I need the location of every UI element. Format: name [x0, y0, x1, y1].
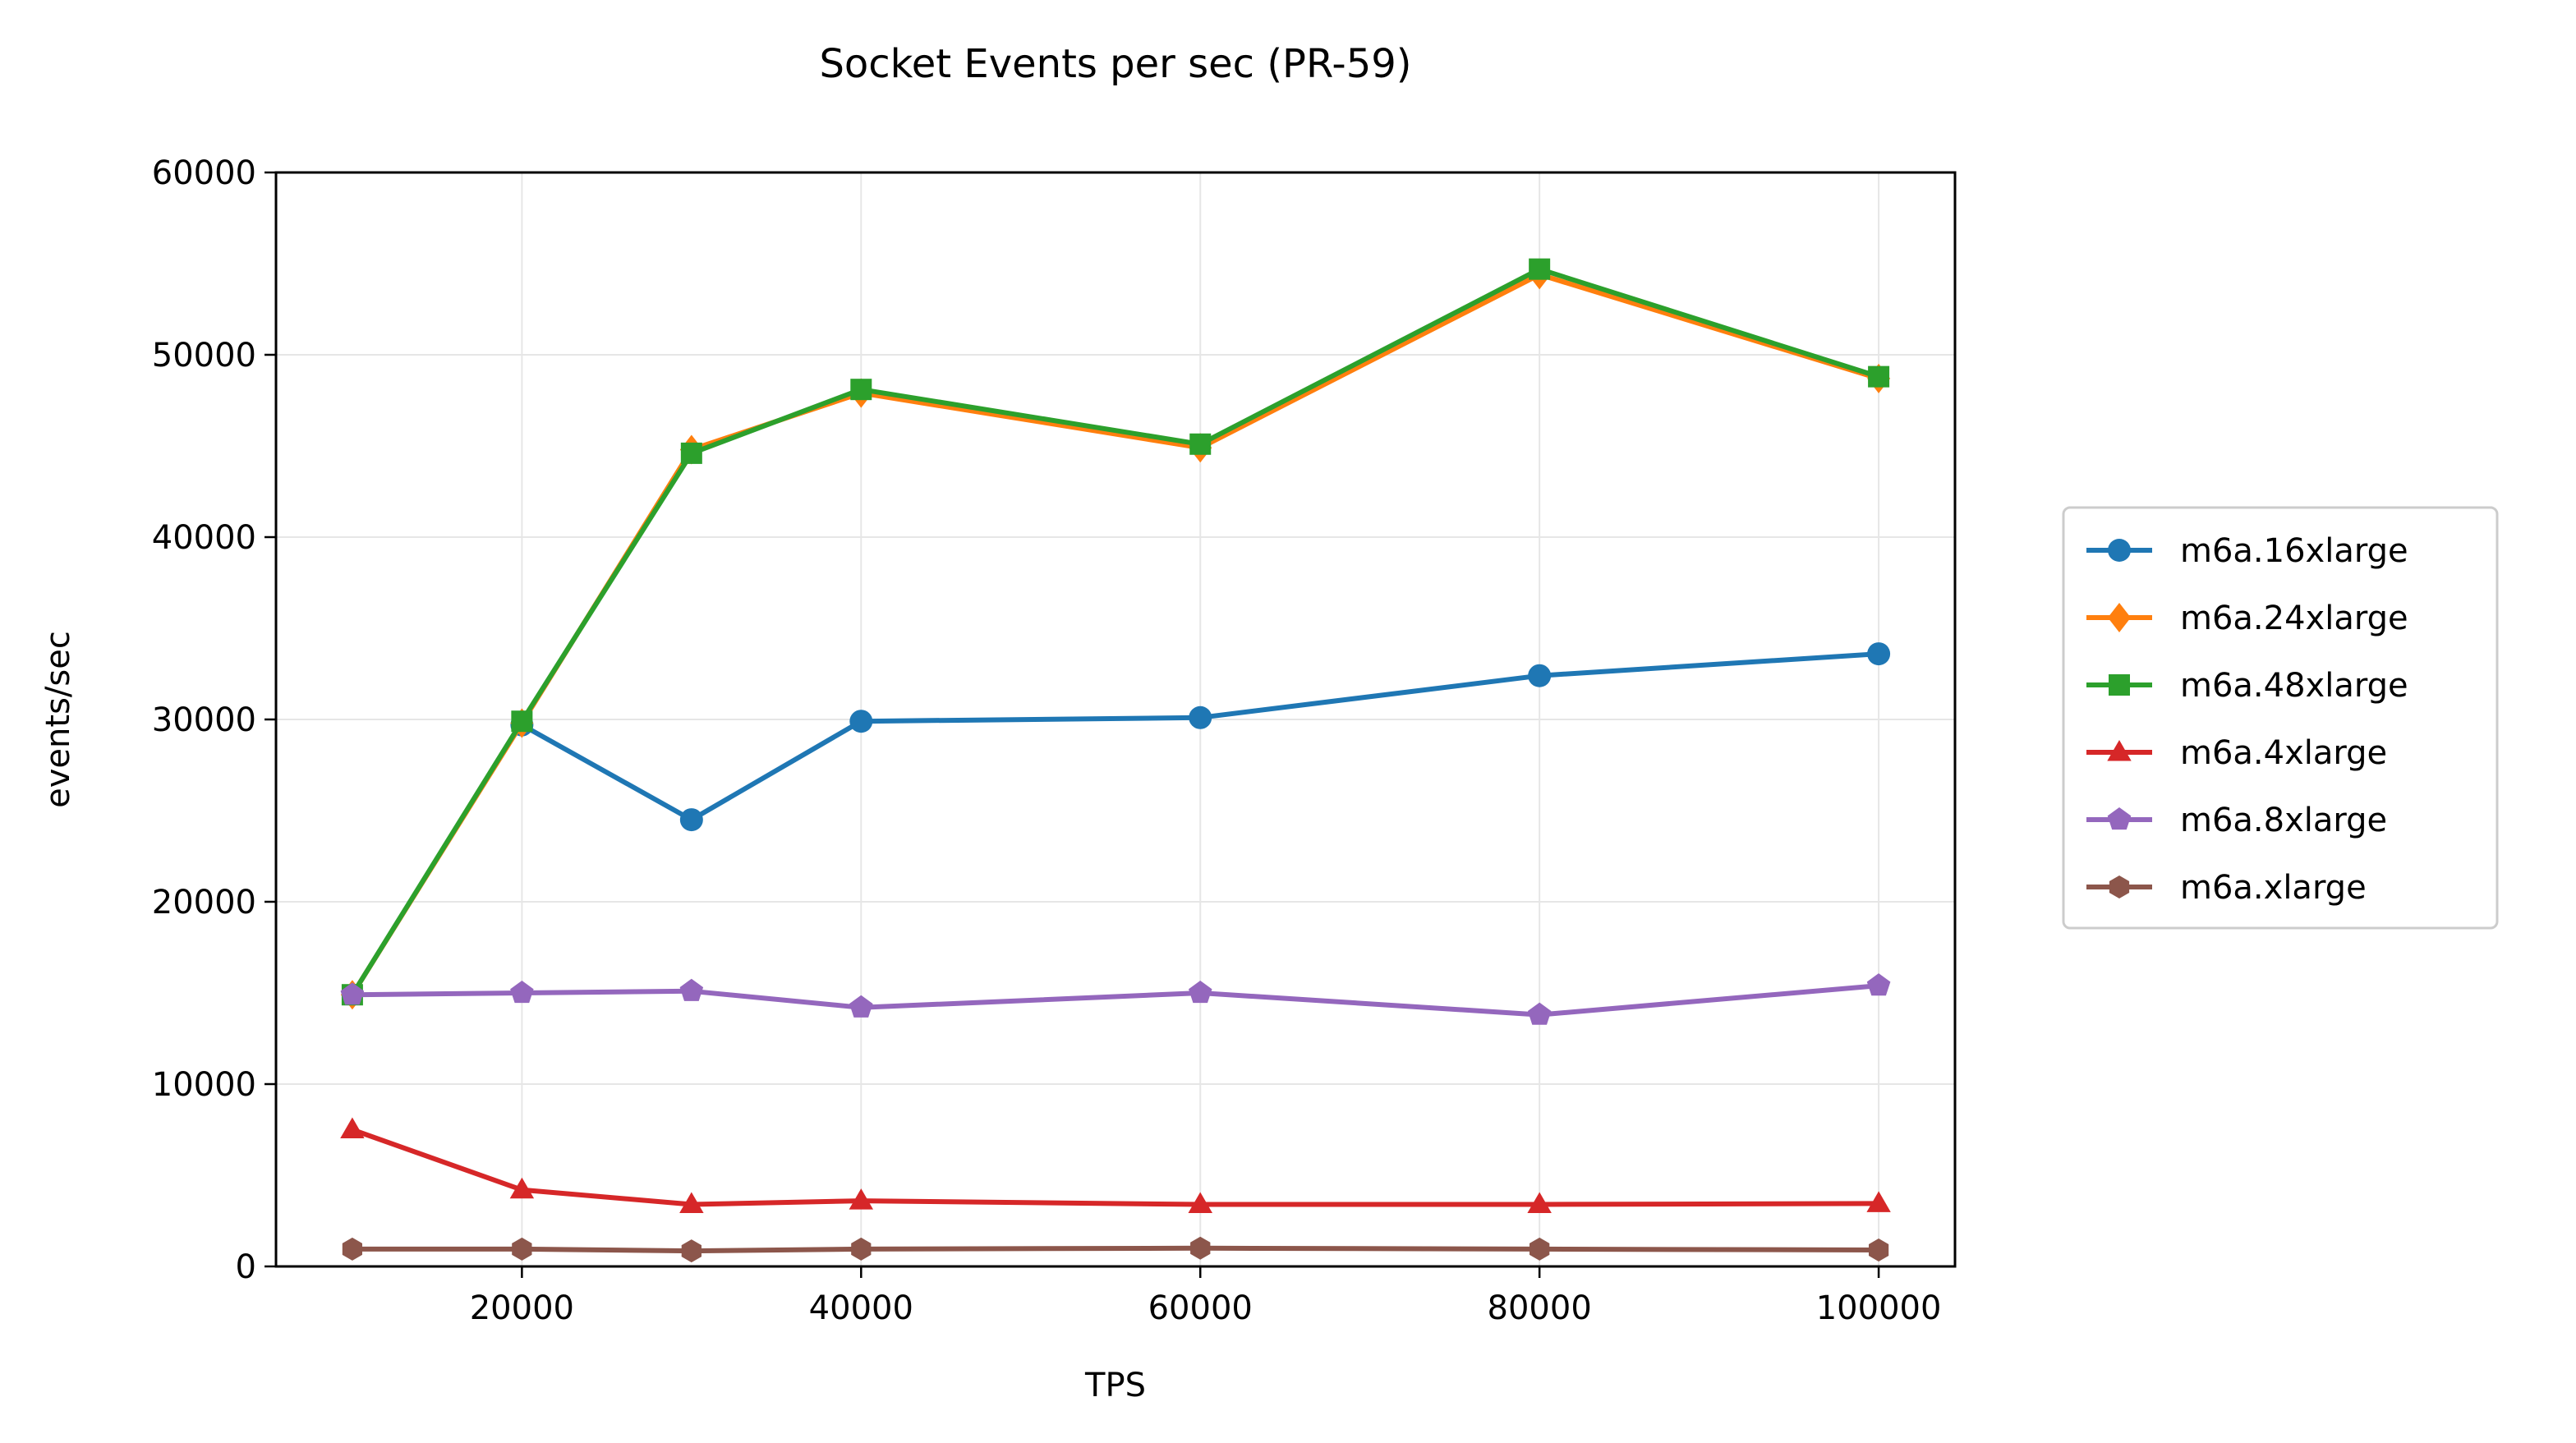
data-point	[1189, 705, 1212, 729]
x-axis: 20000 40000 60000 80000 100000	[470, 1266, 1942, 1327]
legend-label: m6a.8xlarge	[2180, 802, 2387, 839]
data-point	[851, 1237, 872, 1261]
data-point	[1867, 642, 1891, 666]
data-point	[511, 710, 533, 733]
data-point	[1866, 1191, 1891, 1212]
x-tick-label: 80000	[1488, 1289, 1592, 1327]
y-tick-label: 0	[236, 1248, 256, 1286]
y-tick-label: 20000	[152, 884, 256, 921]
legend-label: m6a.4xlarge	[2180, 734, 2387, 772]
data-point	[1869, 1238, 1889, 1261]
legend: m6a.16xlarge m6a.24xlarge m6a.48xlarge m6a.…	[2062, 506, 2499, 930]
data-point	[680, 442, 702, 464]
data-point	[849, 995, 873, 1018]
data-point	[1189, 981, 1212, 1004]
data-point	[850, 379, 872, 401]
data-point	[1527, 1002, 1552, 1025]
legend-marker	[2107, 807, 2132, 830]
y-tick-label: 60000	[152, 154, 256, 192]
chart-title: Socket Events per sec (PR-59)	[819, 41, 1411, 87]
data-point	[340, 1117, 365, 1138]
x-axis-label: TPS	[1084, 1367, 1146, 1404]
y-tick-label: 40000	[152, 519, 256, 557]
data-point	[342, 1237, 362, 1261]
data-point	[1527, 1192, 1552, 1213]
data-point	[510, 981, 534, 1004]
x-tick-label: 100000	[1816, 1289, 1942, 1327]
data-point	[340, 982, 365, 1005]
series-m6a.4xlarge	[340, 1117, 1891, 1213]
data-point	[1868, 365, 1890, 388]
data-point	[512, 1237, 532, 1261]
series-m6a.8xlarge	[340, 973, 1891, 1025]
data-point	[1529, 258, 1551, 280]
x-tick-label: 60000	[1148, 1289, 1253, 1327]
data-point	[1866, 973, 1891, 996]
data-point	[1190, 1236, 1211, 1260]
x-tick-label: 40000	[809, 1289, 913, 1327]
legend-marker	[2109, 674, 2130, 696]
data-point	[1528, 664, 1552, 687]
series-line	[519, 651, 1882, 823]
y-axis: 0 10000 20000 30000 40000 50000 60000	[152, 154, 276, 1286]
legend-frame	[2062, 506, 2499, 930]
y-tick-label: 50000	[152, 337, 256, 375]
series-line	[349, 1245, 1882, 1254]
y-axis-label: events/sec	[39, 631, 77, 808]
data-point	[679, 808, 703, 832]
legend-marker	[2107, 740, 2132, 761]
data-point	[1530, 1237, 1550, 1261]
legend-label: m6a.xlarge	[2180, 869, 2367, 907]
legend-label: m6a.16xlarge	[2180, 532, 2408, 570]
data-point	[509, 1177, 535, 1199]
legend-label: m6a.24xlarge	[2180, 600, 2408, 637]
data-point	[849, 710, 873, 733]
series-layer	[340, 258, 1891, 1263]
y-tick-label: 30000	[152, 701, 256, 739]
data-point	[681, 1239, 702, 1263]
data-point	[679, 978, 704, 1001]
legend-marker	[2109, 875, 2130, 898]
legend-marker	[2108, 603, 2131, 632]
data-point	[849, 1188, 873, 1210]
x-tick-label: 20000	[470, 1289, 574, 1327]
y-tick-label: 10000	[152, 1066, 256, 1104]
data-point	[679, 1192, 704, 1213]
data-point	[1188, 1192, 1212, 1213]
series-m6a.xlarge	[342, 1236, 1889, 1263]
legend-marker	[2108, 539, 2131, 562]
data-point	[1189, 433, 1212, 455]
legend-label: m6a.48xlarge	[2180, 667, 2408, 705]
